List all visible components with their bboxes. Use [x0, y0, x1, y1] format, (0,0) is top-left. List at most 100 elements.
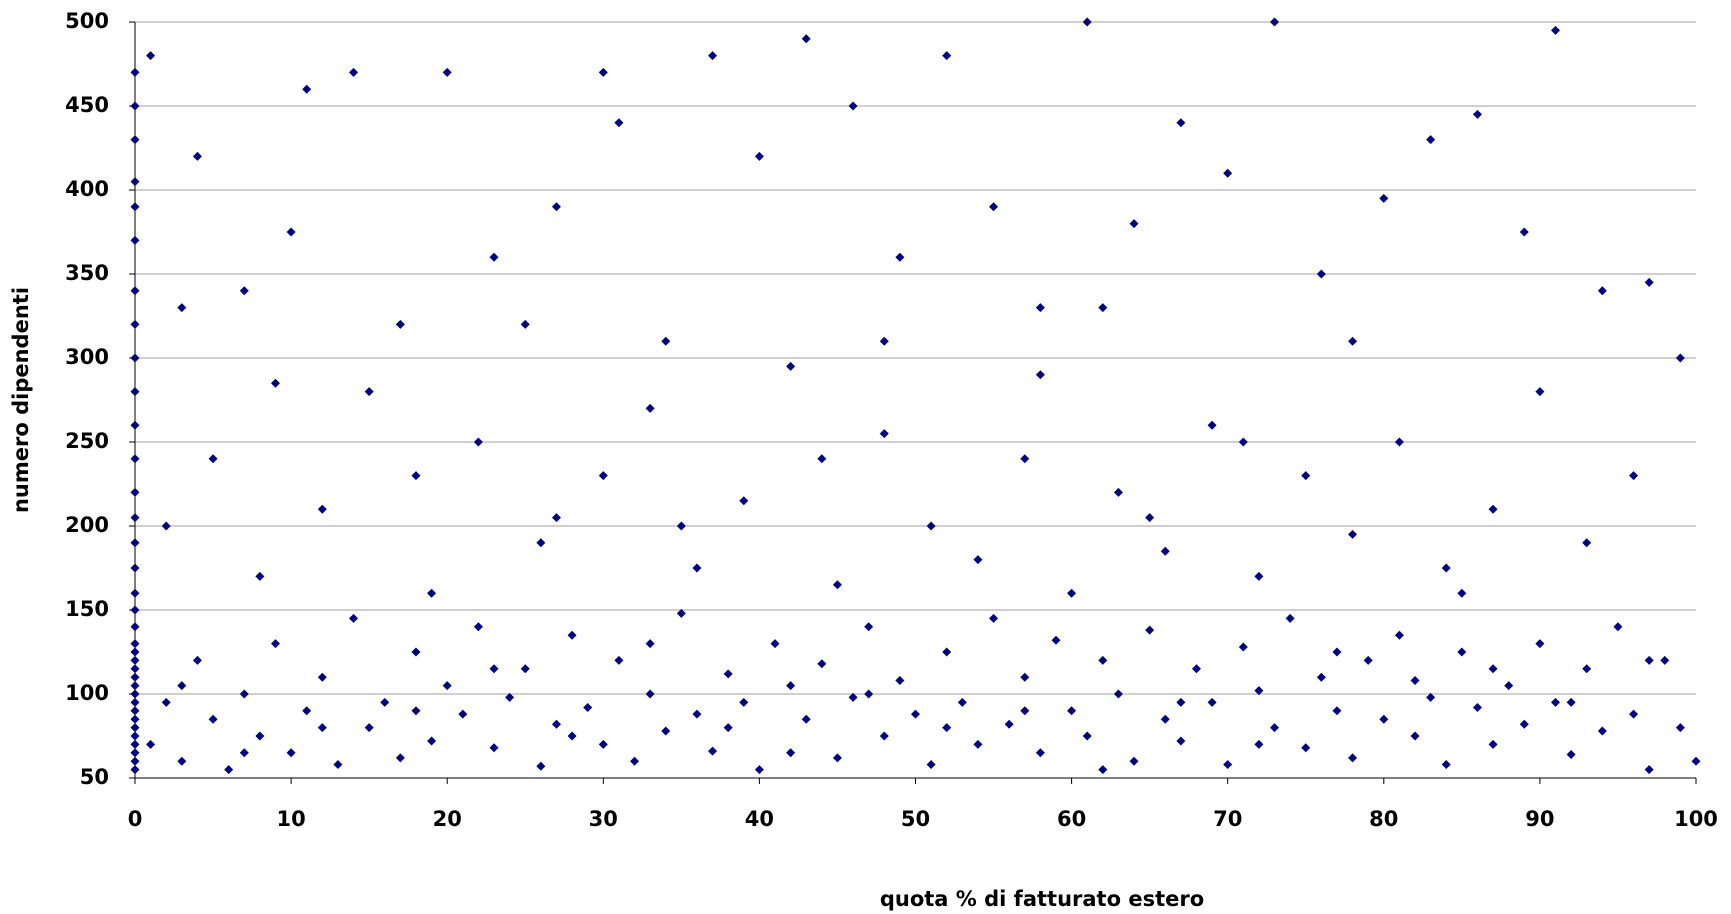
point — [130, 739, 140, 749]
point — [1441, 760, 1451, 770]
x-tick-label: 70 — [1213, 807, 1242, 831]
point — [130, 706, 140, 716]
point — [1082, 731, 1092, 741]
point — [1488, 504, 1498, 514]
point — [1176, 736, 1186, 746]
point — [442, 67, 452, 77]
point — [973, 739, 983, 749]
point — [1426, 692, 1436, 702]
point — [1597, 286, 1607, 296]
point — [1629, 709, 1639, 719]
point — [146, 51, 156, 61]
point — [177, 303, 187, 313]
point — [1113, 689, 1123, 699]
point — [130, 647, 140, 657]
point — [130, 67, 140, 77]
point — [692, 563, 702, 573]
point — [473, 437, 483, 447]
point — [1457, 588, 1467, 598]
point — [1519, 227, 1529, 237]
point — [1551, 25, 1561, 35]
point — [130, 563, 140, 573]
x-tick-label: 60 — [1057, 807, 1086, 831]
point — [1160, 546, 1170, 556]
point — [1519, 719, 1529, 729]
point — [926, 521, 936, 531]
point — [708, 746, 718, 756]
point — [1644, 765, 1654, 775]
point — [130, 689, 140, 699]
point — [551, 719, 561, 729]
point — [130, 639, 140, 649]
point — [286, 748, 296, 758]
point — [1098, 303, 1108, 313]
point — [520, 319, 530, 329]
point — [349, 67, 359, 77]
point — [1223, 168, 1233, 178]
point — [1207, 697, 1217, 707]
point — [224, 765, 234, 775]
point — [1613, 622, 1623, 632]
point — [723, 669, 733, 679]
point — [130, 387, 140, 397]
point — [1129, 756, 1139, 766]
point — [1675, 353, 1685, 363]
point — [130, 420, 140, 430]
point — [427, 588, 437, 598]
point — [1301, 471, 1311, 481]
point — [130, 286, 140, 296]
y-tick-label: 50 — [80, 765, 109, 789]
point — [489, 743, 499, 753]
point — [1145, 513, 1155, 523]
point — [130, 697, 140, 707]
point — [567, 630, 577, 640]
point — [676, 608, 686, 618]
point — [754, 765, 764, 775]
point — [302, 84, 312, 94]
y-tick-label: 450 — [65, 93, 109, 117]
x-tick-label: 0 — [128, 807, 143, 831]
point — [1348, 529, 1358, 539]
point — [130, 235, 140, 245]
x-tick-label: 40 — [745, 807, 774, 831]
point — [208, 454, 218, 464]
point — [489, 664, 499, 674]
point — [192, 151, 202, 161]
point — [270, 378, 280, 388]
point — [395, 753, 405, 763]
point — [1238, 437, 1248, 447]
point — [770, 639, 780, 649]
point — [598, 471, 608, 481]
point — [895, 676, 905, 686]
y-axis-title: numero dipendenti — [9, 287, 33, 513]
point — [1160, 714, 1170, 724]
point — [239, 689, 249, 699]
point — [270, 639, 280, 649]
point — [1301, 743, 1311, 753]
point — [427, 736, 437, 746]
point — [1270, 723, 1280, 733]
point — [817, 659, 827, 669]
point — [130, 454, 140, 464]
point — [1004, 719, 1014, 729]
point — [864, 622, 874, 632]
point — [1566, 749, 1576, 759]
point — [177, 756, 187, 766]
point — [255, 571, 265, 581]
point — [630, 756, 640, 766]
point — [364, 387, 374, 397]
point — [1457, 647, 1467, 657]
point — [567, 731, 577, 741]
point — [848, 692, 858, 702]
point — [1348, 753, 1358, 763]
point — [130, 588, 140, 598]
point — [1488, 739, 1498, 749]
point — [130, 756, 140, 766]
point — [395, 319, 405, 329]
point — [832, 753, 842, 763]
point — [551, 513, 561, 523]
point — [130, 605, 140, 615]
point — [1394, 437, 1404, 447]
point — [1191, 664, 1201, 674]
